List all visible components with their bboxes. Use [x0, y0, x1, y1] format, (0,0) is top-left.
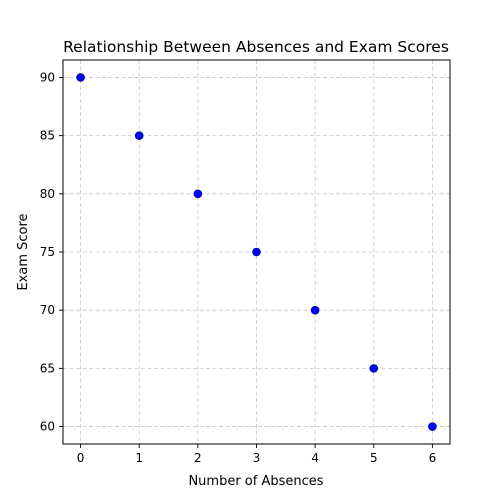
chart-title: Relationship Between Absences and Exam S…	[63, 38, 449, 56]
scatter-point	[76, 73, 85, 82]
scatter-point	[252, 247, 261, 257]
x-axis-ticks: 0 1 2 3 4 5 6	[77, 444, 436, 465]
y-axis-label: Exam Score	[16, 213, 31, 290]
y-tick-label: 75	[40, 245, 55, 259]
x-tick-label: 2	[194, 451, 202, 465]
y-tick-label: 90	[40, 70, 55, 84]
y-tick-label: 60	[40, 420, 55, 434]
x-tick-label: 6	[429, 451, 437, 465]
x-tick-label: 5	[370, 451, 378, 465]
x-tick-label: 0	[77, 451, 85, 465]
y-tick-label: 85	[40, 129, 55, 143]
scatter-point	[310, 305, 320, 315]
x-tick-label: 4	[311, 451, 319, 465]
scatter-point	[369, 364, 379, 373]
y-tick-label: 65	[40, 361, 55, 375]
data-points	[76, 73, 437, 431]
scatter-point	[193, 189, 203, 199]
scatter-point	[134, 131, 144, 140]
x-tick-label: 1	[135, 451, 143, 465]
x-axis-label: Number of Absences	[188, 474, 323, 489]
scatter-point	[428, 422, 437, 431]
y-tick-label: 80	[40, 187, 55, 201]
y-tick-label: 70	[40, 303, 55, 317]
y-axis-ticks: 60 65 70 75 80 85 90	[40, 70, 63, 434]
x-tick-label: 3	[253, 451, 261, 465]
